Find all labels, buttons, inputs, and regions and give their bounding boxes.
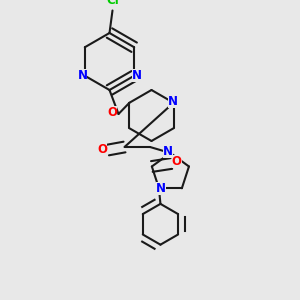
Text: O: O [172,155,182,169]
Text: N: N [156,182,166,195]
Text: O: O [107,106,117,119]
Text: O: O [97,143,107,156]
Text: N: N [168,95,178,108]
Text: N: N [163,145,173,158]
Text: N: N [77,69,87,82]
Text: Cl: Cl [106,0,119,8]
Text: N: N [132,69,142,82]
